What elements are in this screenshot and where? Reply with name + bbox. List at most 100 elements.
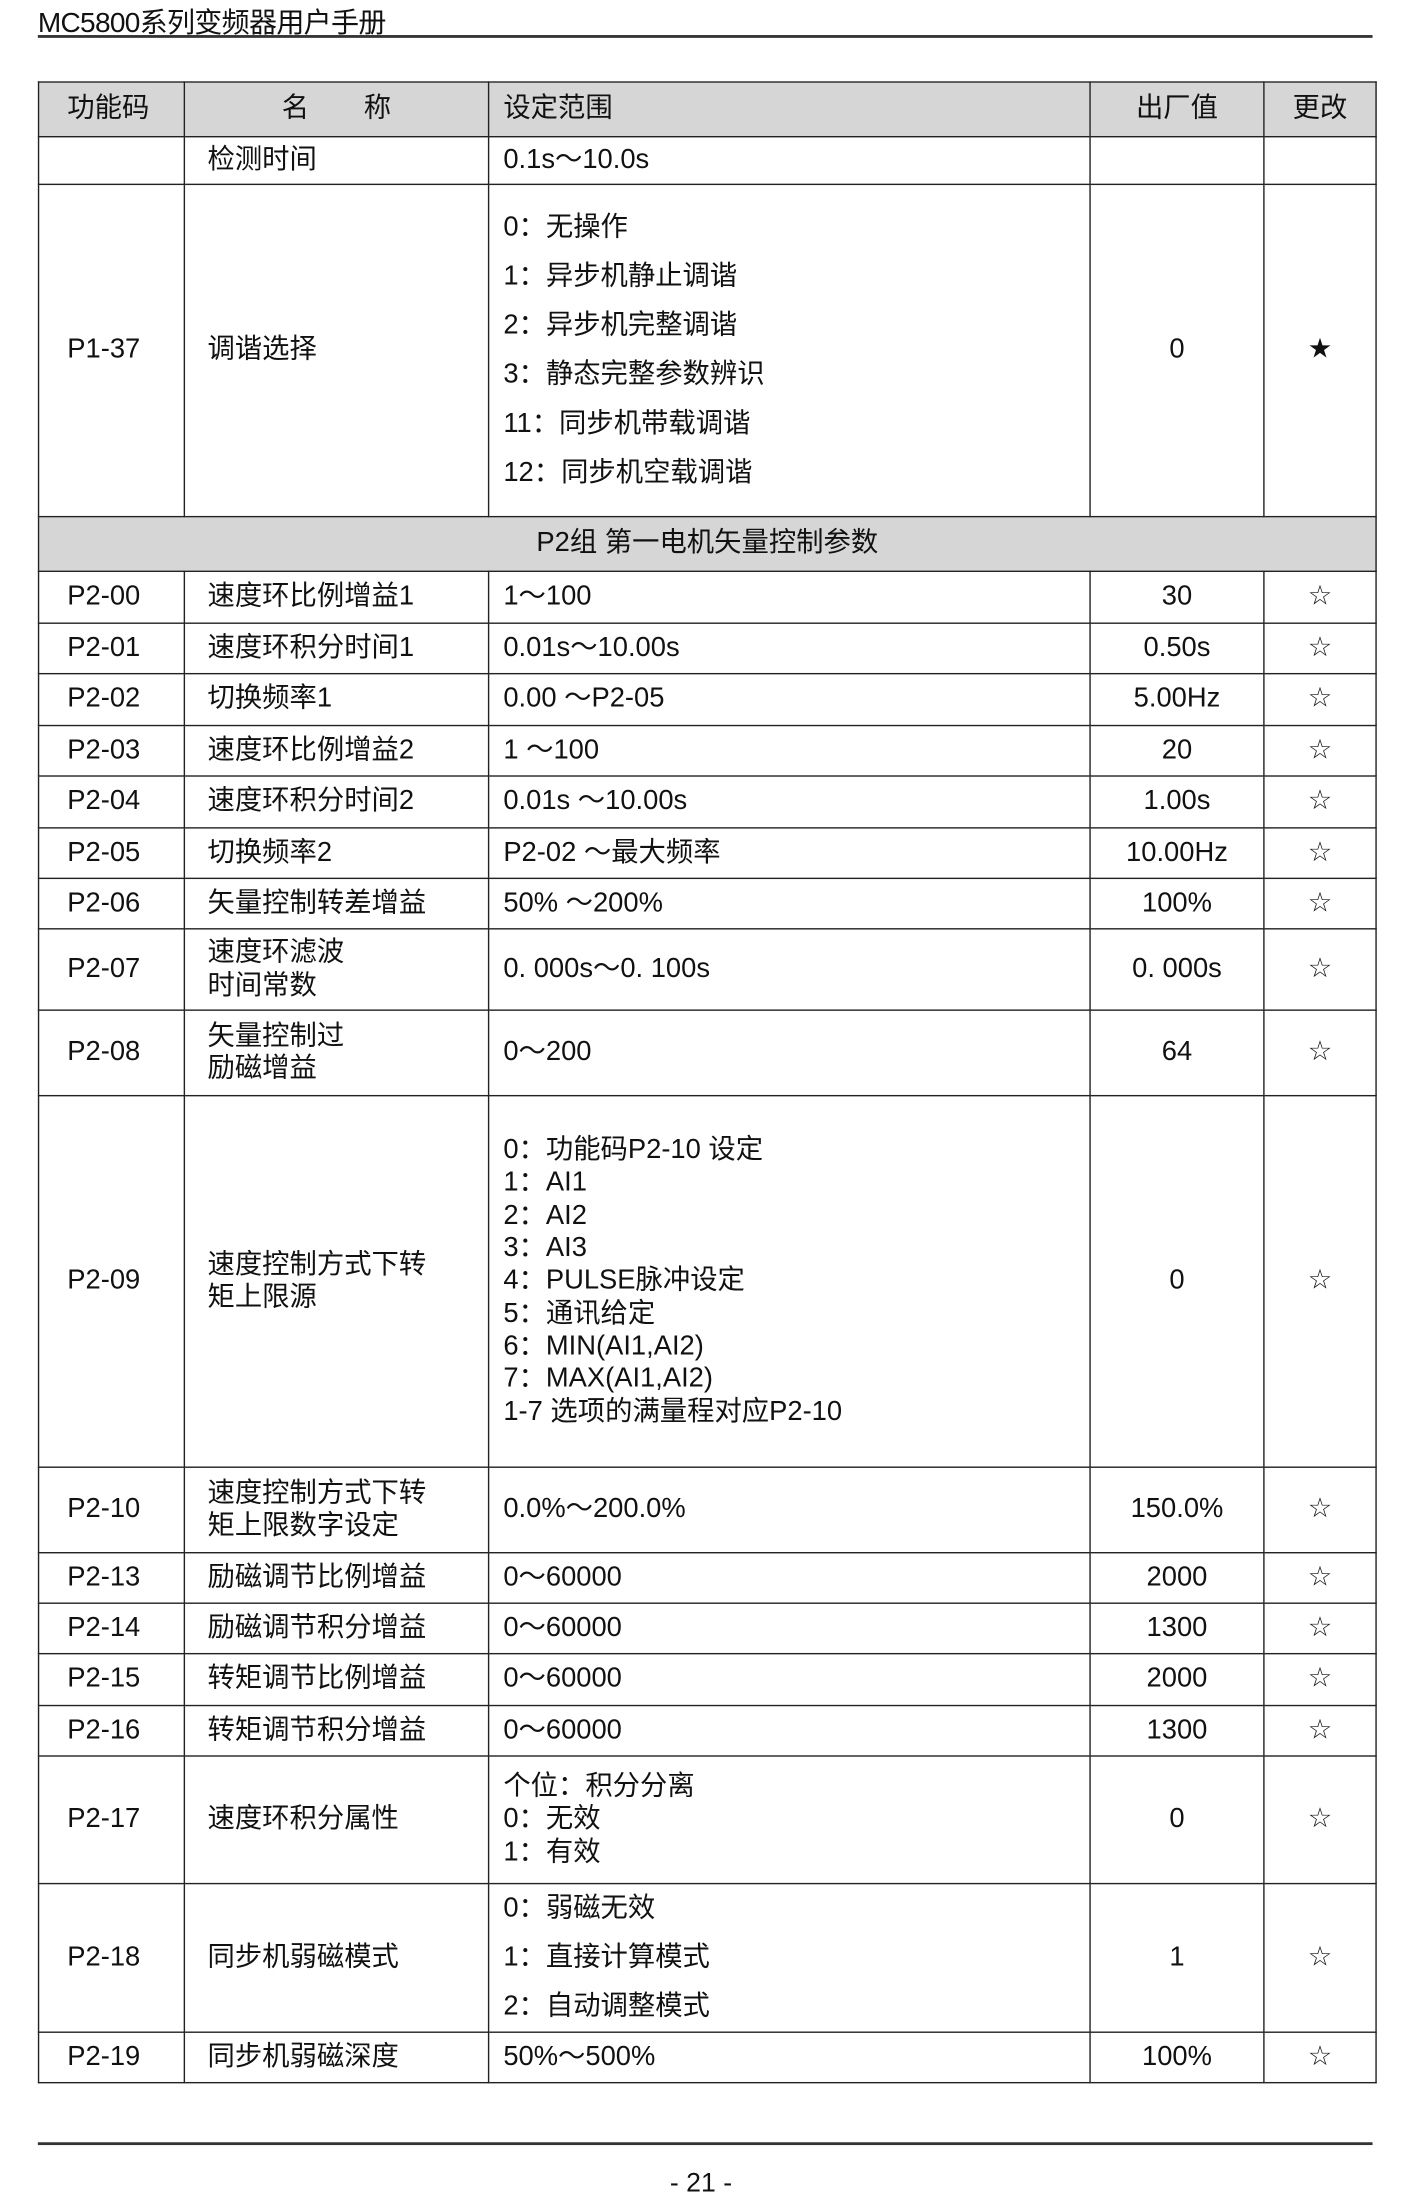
hollow-star-icon: ☆ — [1263, 672, 1377, 727]
factory-default: 20 — [1089, 724, 1265, 777]
hollow-star-icon: ☆ — [1263, 827, 1377, 880]
setting-range: 0～200 — [487, 1009, 1091, 1097]
table-row: P2-02 切换频率1 0.00 ～P2-05 5.00Hz ☆ — [37, 672, 1377, 727]
name-line: 同步机弱磁模式 — [207, 1941, 399, 1973]
hollow-star-icon: ☆ — [1263, 928, 1377, 1011]
hollow-star-icon: ☆ — [1263, 775, 1377, 829]
function-code: P2-10 — [37, 1466, 186, 1554]
function-code: P2-09 — [37, 1094, 186, 1468]
function-code: P2-18 — [37, 1882, 186, 2033]
setting-range: 0：弱磁无效 1：直接计算模式 2：自动调整模式 — [487, 1882, 1091, 2033]
setting-range: 0：无操作 1：异步机静止调谐 2：异步机完整调谐 3：静态完整参数辨识 11：同步机带… — [487, 183, 1091, 518]
factory-default: 1300 — [1089, 1704, 1265, 1757]
range-line: 0. 000s～0. 100s — [503, 953, 711, 984]
function-code: P1-37 — [37, 183, 186, 518]
col-header-code: 功能码 — [37, 81, 186, 138]
function-code: P2-13 — [37, 1552, 186, 1604]
parameter-name: 励磁调节积分增益 — [183, 1602, 490, 1655]
setting-range: P2-02 ～最大频率 — [487, 827, 1091, 880]
factory-default — [1089, 135, 1265, 186]
function-code: P2-16 — [37, 1704, 186, 1757]
range-line: 0：功能码P2-10 设定 — [503, 1133, 764, 1165]
function-code: P2-06 — [37, 877, 186, 930]
range-line: 1～100 — [503, 580, 592, 612]
range-line: 2：自动调整模式 — [503, 1990, 710, 2022]
name-line: 速度控制方式下转 — [207, 1477, 427, 1509]
table-row: P1-37 调谐选择 0：无操作 1：异步机静止调谐 2：异步机完整调谐 3：静态完整参数… — [37, 183, 1377, 518]
factory-default: 0 — [1089, 183, 1265, 518]
setting-range: 0～60000 — [487, 1602, 1091, 1655]
range-line: 6：MIN(AI1,AI2) — [503, 1330, 704, 1362]
hollow-star-icon: ☆ — [1263, 1882, 1377, 2033]
setting-range: 0. 000s～0. 100s — [487, 928, 1091, 1011]
parameter-name: 速度控制方式下转 矩上限数字设定 — [183, 1466, 490, 1554]
range-line: 0～60000 — [503, 1561, 622, 1593]
parameter-name: 切换频率1 — [183, 672, 490, 727]
parameter-name: 速度环滤波 时间常数 — [183, 928, 490, 1011]
table-row: P2-08 矢量控制过 励磁增益 0～200 64 ☆ — [37, 1009, 1377, 1097]
table-row: P2-03 速度环比例增益2 1 ～100 20 ☆ — [37, 724, 1377, 777]
factory-default: 0.50s — [1089, 622, 1265, 675]
name-line: 调谐选择 — [207, 334, 317, 365]
function-code: P2-04 — [37, 775, 186, 829]
name-line: 时间常数 — [207, 969, 317, 1001]
range-line: 0.1s～10.0s — [503, 144, 650, 175]
name-line: 速度环滤波 — [207, 936, 345, 968]
factory-default: 100% — [1089, 877, 1265, 930]
col-header-name: 名 称 — [183, 81, 490, 138]
function-code — [37, 135, 186, 186]
hollow-star-icon: ☆ — [1263, 877, 1377, 930]
table-row: P2-10 速度控制方式下转 矩上限数字设定 0.0%～200.0% 150.0% ☆ — [37, 1466, 1377, 1554]
name-line: 矢量控制转差增益 — [207, 887, 427, 919]
setting-range: 1 ～100 — [487, 724, 1091, 777]
range-line: 0：弱磁无效 — [503, 1892, 656, 1924]
table-row: P2-04 速度环积分时间2 0.01s ～10.00s 1.00s ☆ — [37, 775, 1377, 829]
header-divider — [37, 35, 1373, 38]
name-line: 检测时间 — [207, 144, 317, 175]
parameter-name: 速度环积分属性 — [183, 1755, 490, 1885]
range-line: 0：无效 — [503, 1803, 601, 1835]
table-row: P2-15 转矩调节比例增益 0～60000 2000 ☆ — [37, 1652, 1377, 1707]
range-line: 2：AI2 — [503, 1199, 587, 1231]
function-code: P2-03 — [37, 724, 186, 777]
hollow-star-icon: ☆ — [1263, 724, 1377, 777]
setting-range: 0.01s ～10.00s — [487, 775, 1091, 829]
name-line: 同步机弱磁深度 — [207, 2041, 399, 2072]
factory-default: 0. 000s — [1089, 928, 1265, 1011]
factory-default: 0 — [1089, 1755, 1265, 1885]
factory-default: 150.0% — [1089, 1466, 1265, 1554]
hollow-star-icon: ☆ — [1263, 1552, 1377, 1604]
setting-range: 0～60000 — [487, 1704, 1091, 1757]
group-title: P2组 第一电机矢量控制参数 — [37, 515, 1377, 573]
name-line: 切换频率1 — [207, 683, 333, 715]
hollow-star-icon: ☆ — [1263, 1094, 1377, 1468]
function-code: P2-17 — [37, 1755, 186, 1885]
parameter-name: 矢量控制过 励磁增益 — [183, 1009, 490, 1097]
range-line: 0.01s～10.00s — [503, 632, 680, 663]
factory-default: 1.00s — [1089, 775, 1265, 829]
page-header-title: MC5800系列变频器用户手册 — [37, 8, 387, 40]
setting-range: 50% ～200% — [487, 877, 1091, 930]
range-line: 0～200 — [503, 1036, 592, 1068]
setting-range: 0.1s～10.0s — [487, 135, 1091, 186]
parameter-name: 同步机弱磁深度 — [183, 2031, 490, 2084]
function-code: P2-05 — [37, 827, 186, 880]
factory-default: 2000 — [1089, 1552, 1265, 1604]
hollow-star-icon: ☆ — [1263, 622, 1377, 675]
name-line: 速度环比例增益1 — [207, 580, 415, 612]
range-line: 0～60000 — [503, 1612, 622, 1643]
hollow-star-icon: ☆ — [1263, 1652, 1377, 1707]
name-line: 转矩调节积分增益 — [207, 1714, 427, 1746]
range-line: 50% ～200% — [503, 887, 663, 919]
name-line: 转矩调节比例增益 — [207, 1663, 427, 1695]
parameter-name: 检测时间 — [183, 135, 490, 186]
function-code: P2-00 — [37, 570, 186, 624]
hollow-star-icon: ☆ — [1263, 570, 1377, 624]
setting-range: 0：功能码P2-10 设定 1：AI1 2：AI2 3：AI3 4：PULSE脉冲设定 5… — [487, 1094, 1091, 1468]
table-row: P2-06 矢量控制转差增益 50% ～200% 100% ☆ — [37, 877, 1377, 930]
range-line: 0.0%～200.0% — [503, 1493, 686, 1525]
parameter-name: 同步机弱磁模式 — [183, 1882, 490, 2033]
table-row: P2-13 励磁调节比例增益 0～60000 2000 ☆ — [37, 1552, 1377, 1604]
range-line: 1：AI1 — [503, 1166, 587, 1198]
